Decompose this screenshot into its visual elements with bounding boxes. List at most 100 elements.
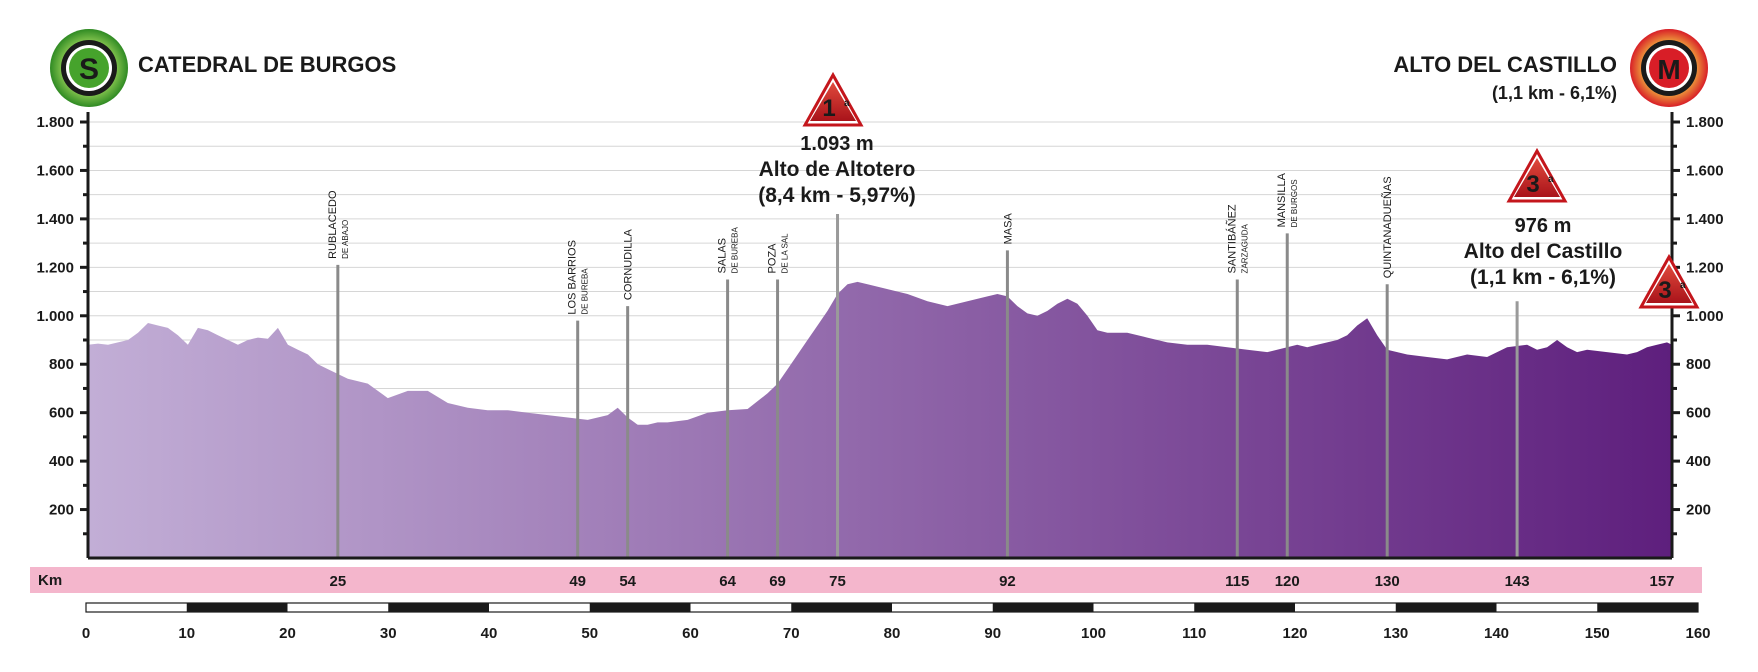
finish-detail: (1,1 km - 6,1%) bbox=[1492, 83, 1617, 103]
town-name-sub: DE BURGOS bbox=[1290, 179, 1299, 227]
town-name-sub: DE BUREBA bbox=[731, 227, 740, 274]
scale-segment bbox=[992, 603, 1094, 612]
km-label: 115 bbox=[1225, 573, 1249, 590]
y-tick-label-left: 1.400 bbox=[36, 211, 74, 228]
y-tick-label-right: 200 bbox=[1686, 502, 1711, 519]
finish-header: M ALTO DEL CASTILLO (1,1 km - 6,1%) bbox=[1393, 29, 1708, 107]
y-tick-label-right: 400 bbox=[1686, 453, 1711, 470]
x-tick-label: 30 bbox=[380, 625, 397, 642]
climb-altotero-altitude: 1.093 m bbox=[800, 133, 873, 155]
x-tick-label: 100 bbox=[1081, 625, 1106, 642]
scale-segment bbox=[791, 603, 892, 612]
climb-altotero-name: Alto de Altotero bbox=[759, 158, 916, 181]
town-name: SANTIBÁÑEZ bbox=[1225, 204, 1238, 273]
climb-cat3-icon: 3 a bbox=[1506, 147, 1568, 203]
x-tick-label: 140 bbox=[1484, 625, 1509, 642]
town-name: CORNUDILLA bbox=[623, 229, 635, 301]
y-tick-label-right: 1.000 bbox=[1686, 308, 1724, 325]
scale-segment bbox=[1597, 603, 1698, 612]
climb-altotero: 1 a 1.093 m Alto de Altotero (8,4 km - 5… bbox=[758, 71, 916, 207]
x-tick-label: 20 bbox=[279, 625, 296, 642]
x-tick-label: 90 bbox=[984, 625, 1001, 642]
y-tick-label-right: 1.600 bbox=[1686, 162, 1724, 179]
town-label: CORNUDILLA bbox=[623, 229, 635, 301]
climb-cat1-icon: 1 a bbox=[802, 71, 864, 127]
km-label: 143 bbox=[1505, 573, 1530, 590]
climb-finish-cat3-sup: a bbox=[1680, 280, 1686, 291]
finish-name: ALTO DEL CASTILLO bbox=[1393, 52, 1617, 77]
profile-area bbox=[88, 281, 1672, 558]
start-header: S CATEDRAL DE BURGOS bbox=[50, 29, 396, 107]
town-name-sub: DE LA SAL bbox=[781, 233, 790, 274]
km-label: 130 bbox=[1375, 573, 1400, 590]
x-tick-label: 10 bbox=[178, 625, 195, 642]
town-label: SANTIBÁÑEZ ZARZAGUDA bbox=[1225, 204, 1249, 273]
km-label: 120 bbox=[1275, 573, 1300, 590]
finish-badge-letter: M bbox=[1657, 54, 1680, 85]
y-tick-label-left: 1.600 bbox=[36, 162, 74, 179]
km-label: 75 bbox=[829, 573, 846, 590]
km-band: Km bbox=[30, 567, 1702, 593]
km-label: 64 bbox=[719, 573, 736, 590]
distance-scale: 0 10 20 30 40 50 60 70 80 90 100 110 120 130 140 150 160 bbox=[82, 602, 1711, 642]
y-tick-label-left: 400 bbox=[49, 453, 74, 470]
y-tick-label-right: 1.400 bbox=[1686, 211, 1724, 228]
y-tick-label-left: 1.800 bbox=[36, 114, 74, 131]
axes: 1.800 1.800 1.600 1.600 1.400 1.400 1.200 1.200… bbox=[36, 112, 1724, 560]
x-tick-label: 70 bbox=[783, 625, 800, 642]
km-label: 69 bbox=[769, 573, 786, 590]
climb-cat1-number: 1 bbox=[822, 95, 835, 122]
town-label: POZA DE LA SAL bbox=[767, 233, 790, 274]
town-name: LOS BARRIOS bbox=[567, 240, 579, 315]
climb-finish-cat3-number: 3 bbox=[1658, 277, 1671, 304]
town-name: MANSILLA bbox=[1276, 172, 1288, 227]
town-name-sub: DE ABAJO bbox=[341, 220, 350, 259]
scale-segment bbox=[1194, 603, 1295, 612]
km-label: 157 bbox=[1649, 573, 1674, 590]
y-tick-label-left: 200 bbox=[49, 502, 74, 519]
scale-segment bbox=[589, 603, 691, 612]
y-tick-label-right: 600 bbox=[1686, 405, 1711, 422]
km-labels: 25 49 54 64 69 75 92 115 120 130 143 157 bbox=[329, 573, 1674, 590]
town-label: LOS BARRIOS DE BUREBA bbox=[567, 240, 590, 315]
x-tick-label: 150 bbox=[1585, 625, 1610, 642]
y-tick-label-right: 1.200 bbox=[1686, 259, 1724, 276]
climb-finish-cat3-icon: 3 a bbox=[1638, 253, 1700, 309]
start-badge-icon: S bbox=[50, 29, 128, 107]
x-tick-label: 50 bbox=[581, 625, 598, 642]
town-label: MASA bbox=[1002, 213, 1014, 245]
y-tick-label-left: 1.000 bbox=[36, 308, 74, 325]
climb-cat1-sup: a bbox=[844, 98, 850, 109]
climb-cat3-number: 3 bbox=[1526, 171, 1539, 198]
town-name: POZA bbox=[767, 243, 779, 274]
climb-castillo: 3 a 976 m Alto del Castillo (1,1 km - 6,… bbox=[1464, 147, 1623, 289]
town-name: RUBLACEDO bbox=[327, 190, 339, 259]
y-tick-label-right: 800 bbox=[1686, 356, 1711, 373]
town-label: QUINTANADUEÑAS bbox=[1381, 176, 1394, 278]
finish-badge-icon: M bbox=[1630, 29, 1708, 107]
y-tick-label-left: 1.200 bbox=[36, 259, 74, 276]
scale-segment bbox=[1395, 603, 1497, 612]
town-label: SALAS DE BUREBA bbox=[717, 227, 740, 274]
climb-castillo-detail: (1,1 km - 6,1%) bbox=[1470, 266, 1616, 289]
km-label: 25 bbox=[329, 573, 346, 590]
start-badge-letter: S bbox=[79, 53, 99, 86]
scale-segment bbox=[186, 603, 288, 612]
town-name: QUINTANADUEÑAS bbox=[1381, 176, 1394, 278]
climb-castillo-name: Alto del Castillo bbox=[1464, 240, 1623, 263]
x-tick-label: 80 bbox=[884, 625, 901, 642]
climb-castillo-altitude: 976 m bbox=[1515, 215, 1572, 237]
town-name: SALAS bbox=[717, 238, 729, 273]
y-tick-label-left: 600 bbox=[49, 405, 74, 422]
town-label: RUBLACEDO DE ABAJO bbox=[327, 190, 350, 259]
km-band-label: Km bbox=[38, 572, 62, 589]
x-tick-label: 60 bbox=[682, 625, 699, 642]
x-tick-label: 120 bbox=[1282, 625, 1307, 642]
km-label: 92 bbox=[999, 573, 1016, 590]
town-label: MANSILLA DE BURGOS bbox=[1276, 172, 1299, 227]
climb-cat3-sup: a bbox=[1548, 174, 1554, 185]
x-tick-label: 110 bbox=[1182, 625, 1206, 642]
x-tick-label: 40 bbox=[481, 625, 498, 642]
